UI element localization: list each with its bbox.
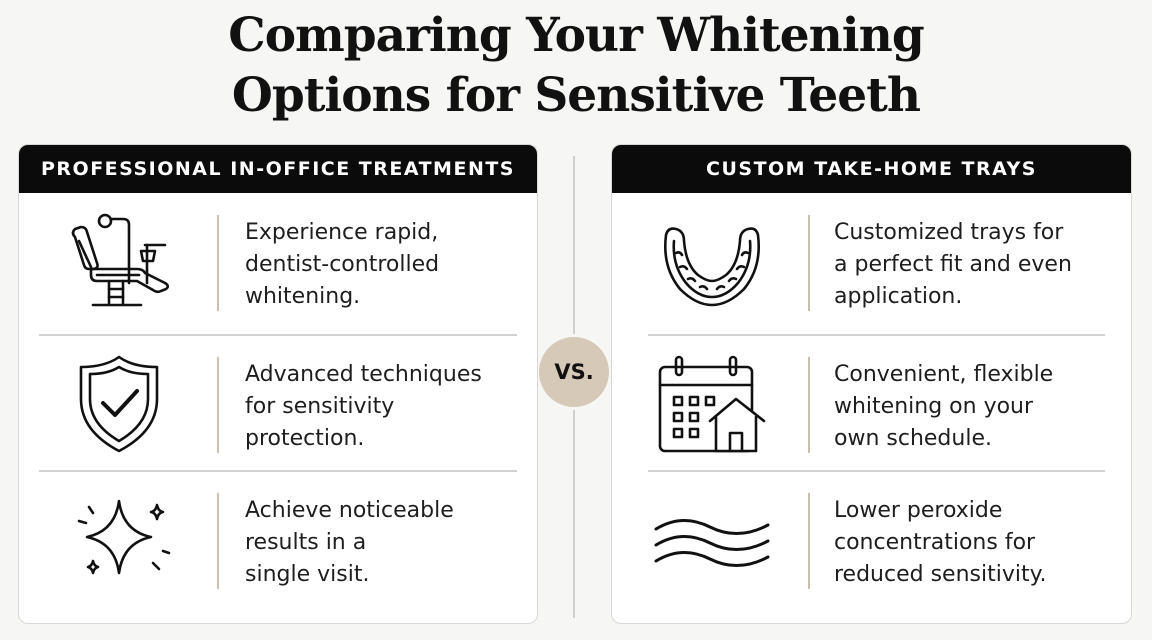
- item-text-line: application.: [834, 284, 963, 309]
- item-description: Achieve noticeable results in a single v…: [245, 495, 515, 591]
- item-description: Customized trays for a perfect fit and e…: [834, 217, 1104, 313]
- item-text-line: reduced sensitivity.: [834, 562, 1047, 587]
- sparkle-icon: [59, 483, 179, 593]
- page-title-line-2: Options for Sensitive Teeth: [231, 68, 921, 123]
- list-item: Customized trays for a perfect fit and e…: [612, 193, 1131, 329]
- item-description: Experience rapid, dentist-controlled whi…: [245, 217, 515, 313]
- item-text-line: Advanced techniques: [245, 362, 482, 387]
- dental-chair-icon: [59, 205, 179, 315]
- row-separator: [39, 334, 517, 336]
- waves-icon: [652, 483, 772, 593]
- item-text-line: single visit.: [245, 562, 370, 587]
- page-title: Comparing Your Whitening Options for Sen…: [0, 6, 1152, 126]
- dental-tray-icon: [652, 205, 772, 315]
- list-item: Experience rapid, dentist-controlled whi…: [19, 193, 537, 329]
- list-item: Convenient, flexible whitening on your o…: [612, 335, 1131, 471]
- item-text-line: own schedule.: [834, 426, 992, 451]
- row-divider: [808, 357, 810, 453]
- list-item: Advanced techniques for sensitivity prot…: [19, 335, 537, 471]
- row-separator: [648, 470, 1105, 472]
- row-separator: [39, 470, 517, 472]
- center-divider-top: [573, 156, 575, 334]
- item-text-line: Lower peroxide: [834, 498, 1003, 523]
- row-divider: [217, 215, 219, 311]
- row-separator: [648, 334, 1105, 336]
- row-divider: [217, 357, 219, 453]
- item-text-line: dentist-controlled: [245, 252, 440, 277]
- item-description: Advanced techniques for sensitivity prot…: [245, 359, 515, 455]
- item-text-line: Convenient, flexible: [834, 362, 1054, 387]
- row-divider: [217, 493, 219, 589]
- item-text-line: Customized trays for: [834, 220, 1064, 245]
- vs-badge: VS.: [539, 337, 609, 407]
- item-text-line: concentrations for: [834, 530, 1036, 555]
- list-item: Achieve noticeable results in a single v…: [19, 471, 537, 607]
- professional-treatments-panel: PROFESSIONAL IN-OFFICE TREATMENTS: [18, 144, 538, 624]
- item-text-line: whitening on your: [834, 394, 1034, 419]
- panel-header-professional: PROFESSIONAL IN-OFFICE TREATMENTS: [19, 145, 537, 193]
- page-title-line-1: Comparing Your Whitening: [228, 8, 924, 63]
- item-text-line: whitening.: [245, 284, 361, 309]
- list-item: Lower peroxide concentrations for reduce…: [612, 471, 1131, 607]
- row-divider: [808, 493, 810, 589]
- panel-header-take-home: CUSTOM TAKE-HOME TRAYS: [612, 145, 1131, 193]
- item-text-line: results in a: [245, 530, 367, 555]
- item-description: Lower peroxide concentrations for reduce…: [834, 495, 1104, 591]
- shield-check-icon: [59, 347, 179, 457]
- item-text-line: protection.: [245, 426, 365, 451]
- item-description: Convenient, flexible whitening on your o…: [834, 359, 1104, 455]
- item-text-line: a perfect fit and even: [834, 252, 1072, 277]
- center-divider-bottom: [573, 410, 575, 618]
- calendar-home-icon: [652, 347, 772, 457]
- item-text-line: Achieve noticeable: [245, 498, 454, 523]
- row-divider: [808, 215, 810, 311]
- item-text-line: for sensitivity: [245, 394, 395, 419]
- take-home-trays-panel: CUSTOM TAKE-HOME TRAYS Customized trays …: [611, 144, 1132, 624]
- item-text-line: Experience rapid,: [245, 220, 439, 245]
